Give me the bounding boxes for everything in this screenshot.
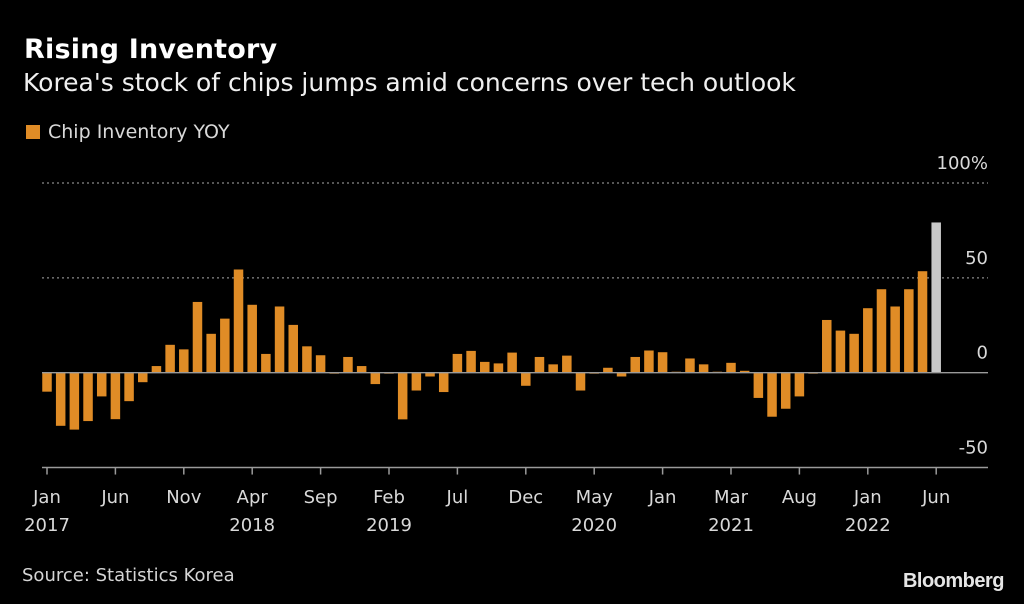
axes bbox=[42, 372, 988, 475]
bar bbox=[466, 350, 476, 373]
x-tick-label-month: Jul bbox=[446, 487, 469, 508]
bar bbox=[110, 372, 121, 420]
x-tick-label-month: Sep bbox=[304, 487, 338, 508]
bar bbox=[890, 306, 900, 373]
x-tick-label-year: 2017 bbox=[24, 515, 70, 536]
bar bbox=[233, 269, 244, 373]
x-tick-label-month: Jun bbox=[921, 487, 950, 508]
y-tick-label: 100% bbox=[937, 153, 988, 174]
bar bbox=[657, 352, 668, 373]
bar bbox=[42, 372, 52, 392]
bar bbox=[69, 372, 80, 430]
bar bbox=[575, 372, 586, 391]
bar bbox=[562, 355, 572, 373]
bar bbox=[507, 352, 517, 373]
legend: Chip Inventory YOY bbox=[26, 121, 230, 143]
x-axis-labels: Jan 2017 Jun Nov Apr 2018 Sep Feb 2019 Jul Dec May 2… bbox=[24, 487, 950, 536]
bar bbox=[794, 372, 805, 397]
bar bbox=[165, 344, 175, 373]
x-tick-label-month: Jan bbox=[853, 487, 882, 508]
bar bbox=[698, 364, 709, 373]
bar bbox=[247, 304, 257, 373]
x-tick-label-month: Apr bbox=[237, 487, 269, 508]
bar bbox=[179, 349, 189, 373]
x-tick-label-month: Jan bbox=[648, 487, 677, 508]
source-note: Source: Statistics Korea bbox=[22, 565, 235, 586]
chart-subtitle: Korea's stock of chips jumps amid concer… bbox=[23, 68, 796, 97]
x-tick-label-month: Feb bbox=[373, 487, 405, 508]
bar bbox=[343, 356, 353, 373]
bar bbox=[480, 361, 490, 373]
bar bbox=[739, 370, 750, 373]
bar bbox=[55, 372, 66, 426]
bar bbox=[904, 289, 914, 373]
bloomberg-logo: Bloomberg bbox=[902, 570, 1005, 592]
x-tick-label-month: Aug bbox=[782, 487, 817, 508]
x-tick-label-month: Nov bbox=[166, 487, 201, 508]
bar bbox=[206, 333, 216, 373]
bar bbox=[876, 289, 887, 373]
x-tick-label-year: 2019 bbox=[366, 515, 412, 536]
bar bbox=[780, 372, 791, 409]
x-tick-label-month: Jan bbox=[32, 487, 61, 508]
legend-label: Chip Inventory YOY bbox=[48, 121, 230, 143]
gridlines bbox=[42, 182, 988, 279]
bar bbox=[767, 372, 777, 417]
bar bbox=[220, 318, 230, 373]
bar bbox=[425, 372, 435, 377]
bar bbox=[931, 222, 941, 373]
bar bbox=[261, 353, 271, 373]
y-axis-labels: 100% 50 0 -50 bbox=[937, 153, 988, 459]
bars bbox=[42, 222, 941, 430]
bar bbox=[411, 372, 422, 391]
x-tick-label-month: Jun bbox=[100, 487, 129, 508]
bar bbox=[863, 308, 873, 373]
bar bbox=[917, 271, 928, 373]
bar bbox=[753, 372, 764, 398]
bar bbox=[452, 353, 463, 373]
bar bbox=[315, 355, 326, 373]
bar bbox=[151, 366, 162, 373]
chart-title: Rising Inventory bbox=[24, 34, 278, 65]
x-tick-label-year: 2021 bbox=[708, 515, 754, 536]
bar bbox=[822, 319, 832, 373]
bar bbox=[534, 356, 545, 373]
bar bbox=[397, 372, 408, 420]
bar bbox=[630, 356, 640, 373]
bar bbox=[726, 362, 736, 373]
bar bbox=[616, 372, 627, 377]
bar bbox=[493, 363, 504, 373]
bar bbox=[548, 364, 558, 373]
bar bbox=[685, 358, 695, 373]
bar bbox=[288, 324, 298, 373]
bar bbox=[644, 350, 654, 373]
x-tick-label-year: 2022 bbox=[845, 515, 891, 536]
bar bbox=[83, 372, 93, 422]
x-tick-label-month: Mar bbox=[714, 487, 749, 508]
bar bbox=[835, 330, 846, 373]
legend-swatch bbox=[26, 125, 40, 139]
bar bbox=[138, 372, 148, 383]
x-tick-label-year: 2020 bbox=[571, 515, 617, 536]
x-tick-label-month: Dec bbox=[508, 487, 543, 508]
bar bbox=[302, 346, 312, 373]
x-tick-label-year: 2018 bbox=[229, 515, 275, 536]
y-tick-label: -50 bbox=[959, 438, 988, 459]
bar bbox=[274, 306, 285, 373]
y-tick-label: 50 bbox=[965, 248, 988, 269]
bar bbox=[356, 366, 367, 373]
bar bbox=[192, 301, 203, 373]
bar bbox=[603, 367, 613, 373]
y-tick-label: 0 bbox=[977, 343, 988, 364]
bar bbox=[96, 372, 107, 397]
bar bbox=[124, 372, 134, 402]
x-tick-label-month: May bbox=[576, 487, 614, 508]
bar bbox=[370, 372, 381, 385]
bar bbox=[849, 333, 859, 373]
bar bbox=[438, 372, 449, 393]
bar bbox=[521, 372, 531, 386]
